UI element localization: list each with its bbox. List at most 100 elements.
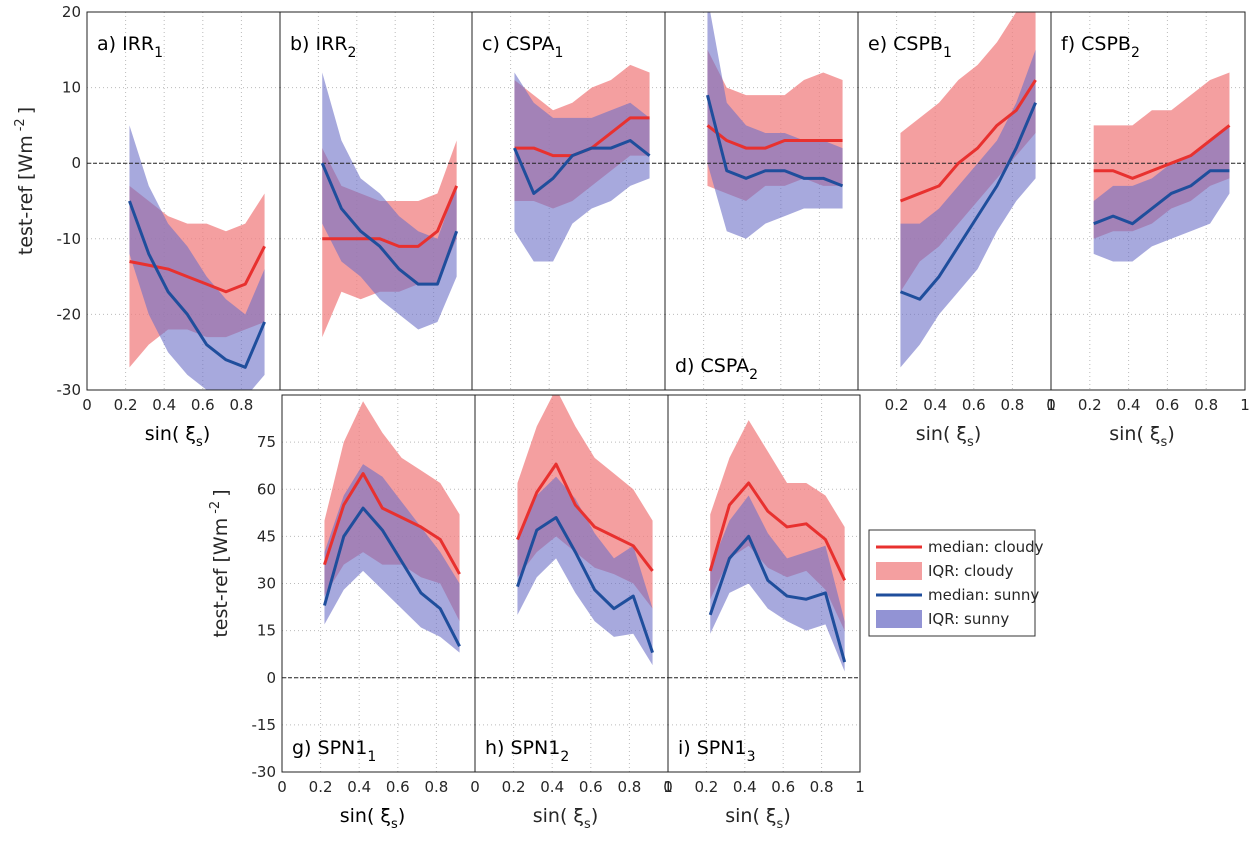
legend-label: median: cloudy [928, 538, 1044, 556]
title-text: f) CSPB [1061, 33, 1131, 55]
x-label-subscript: s [584, 817, 591, 832]
plot-area [475, 395, 668, 679]
plot-area [472, 64, 665, 262]
median-line [706, 124, 843, 150]
median-line [513, 139, 651, 195]
x-tick-label: 0.2 [1078, 396, 1102, 414]
y-tick-label: 20 [62, 3, 81, 21]
x-label-end: ) [974, 423, 981, 445]
iqr-band [710, 495, 845, 672]
x-tick-label: 0.2 [885, 396, 909, 414]
title-text: a) IRR [97, 33, 154, 55]
panel: b) IRR2 [279, 11, 473, 391]
x-label-subscript: s [196, 435, 203, 450]
panel-frame [1050, 11, 1246, 391]
x-tick-label: 0.8 [810, 778, 834, 796]
x-tick-label: 1 [1240, 396, 1250, 414]
y-tick-label: -20 [57, 305, 82, 323]
legend-swatch [876, 562, 922, 580]
x-tick-label: 0.6 [191, 396, 215, 414]
panel: 0 0.2 0.4 0.6 0.8 1 f) CSPB2 sin( ξs) [1046, 11, 1250, 450]
legend-label: median: sunny [928, 586, 1039, 604]
panel-title: h) SPN12 [485, 737, 569, 765]
x-tick-label: 0.6 [1155, 396, 1179, 414]
x-label-text: sin( ξ [145, 423, 196, 445]
y-label-superscript: -2 [208, 501, 223, 514]
x-label-subscript: s [777, 817, 784, 832]
y-label-end: ] [210, 489, 232, 496]
x-tick-label: 0.2 [502, 778, 526, 796]
panel: 0 0.2 0.4 0.6 0.8 1 h) SPN12 sin( ξs) [470, 394, 673, 832]
panel-title: g) SPN11 [292, 737, 376, 765]
x-tick-label: 0.8 [1194, 396, 1218, 414]
y-tick-label: 0 [266, 669, 276, 687]
median-line [708, 534, 847, 663]
x-tick-label: 0 [82, 396, 92, 414]
x-tick-label: 0 [470, 778, 480, 796]
panel-title: i) SPN13 [678, 737, 755, 765]
x-axis-label: sin( ξs) [533, 805, 598, 832]
x-tick-label: 1 [855, 778, 865, 796]
y-axis-label: test-ref [Wm -2] [13, 107, 37, 255]
y-label-end: ] [15, 107, 37, 114]
iqr-band [710, 420, 845, 631]
x-label-end: ) [591, 805, 598, 827]
median-line [128, 200, 266, 369]
title-text: c) CSPA [482, 33, 554, 55]
median-line [1093, 169, 1230, 226]
plot-area [858, 12, 1051, 368]
y-label-text: test-ref [Wm [210, 518, 232, 638]
x-tick-label: 0.2 [114, 396, 138, 414]
iqr-band [129, 125, 265, 390]
panel-title: b) IRR2 [290, 33, 356, 61]
x-tick-label: 0.4 [152, 396, 176, 414]
panel: d) CSPA2 [664, 11, 859, 391]
plot-area [668, 420, 860, 679]
panel: 0 0.2 0.4 0.6 0.8 -30 -15 0 15 30 45 60 75 g) SPN11 si… [208, 394, 476, 832]
x-axis-label: sin( ξs) [725, 805, 790, 832]
panel-title: c) CSPA1 [482, 33, 563, 61]
title-subscript: 2 [560, 749, 569, 765]
iqr-band [514, 72, 650, 262]
plot-area [665, 12, 858, 239]
title-text: g) SPN1 [292, 737, 367, 759]
panel: 0 0.2 0.4 0.6 0.8 -30 -20 -10 0 10 20 a) IRR1 sin( ξ… [13, 3, 281, 450]
x-tick-label: 0.8 [424, 778, 448, 796]
panel-title: f) CSPB2 [1061, 33, 1140, 61]
title-subscript: 2 [348, 45, 357, 61]
x-label-text: sin( ξ [340, 805, 391, 827]
panel-title: d) CSPA2 [675, 355, 758, 383]
y-label-text: test-ref [Wm [15, 135, 37, 255]
x-tick-label: 0.4 [923, 396, 947, 414]
panel: 0 0.2 0.4 0.6 0.8 1 i) SPN13 sin( ξs) [663, 394, 865, 832]
y-label-superscript: -2 [13, 118, 28, 131]
y-axis-label: test-ref [Wm -2] [208, 489, 232, 637]
title-text: d) CSPA [675, 355, 749, 377]
panel-title: e) CSPB1 [868, 33, 952, 61]
y-tick-label: -10 [57, 230, 82, 248]
y-tick-label: 0 [71, 154, 81, 172]
x-label-subscript: s [1161, 435, 1168, 450]
x-label-end: ) [1167, 423, 1174, 445]
title-text: h) SPN1 [485, 737, 560, 759]
plot-area [1051, 72, 1245, 262]
x-tick-label: 0 [277, 778, 287, 796]
y-tick-label: -30 [252, 763, 277, 781]
x-label-end: ) [203, 423, 210, 445]
iqr-band [900, 49, 1036, 368]
median-line [320, 162, 459, 286]
y-tick-label: 75 [257, 433, 276, 451]
x-axis-label: sin( ξs) [145, 423, 210, 450]
x-tick-label: 0.2 [309, 778, 333, 796]
iqr-band [324, 464, 460, 653]
x-tick-label: 0.4 [733, 778, 757, 796]
median-line [516, 462, 654, 572]
median-line [706, 94, 844, 188]
legend: median: cloudy IQR: cloudy median: sunny IQ… [868, 529, 1044, 637]
legend-swatch [876, 610, 922, 628]
x-tick-label: 0.6 [962, 396, 986, 414]
y-tick-label: -15 [252, 716, 277, 734]
legend-label: IQR: cloudy [928, 562, 1014, 580]
x-tick-label: 0.4 [540, 778, 564, 796]
y-tick-label: -30 [57, 381, 82, 399]
